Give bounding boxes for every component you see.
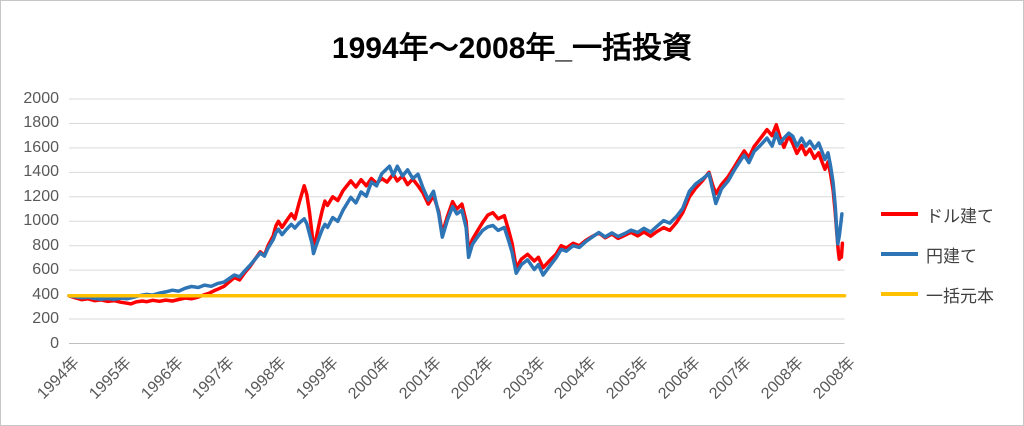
y-tick-label: 800 — [32, 236, 59, 254]
legend-label: 一括元本 — [926, 286, 994, 306]
y-tick-label: 1600 — [23, 138, 59, 156]
y-tick-label: 0 — [50, 334, 59, 352]
y-tick-label: 1400 — [23, 163, 59, 181]
legend-label: 円建て — [926, 246, 977, 266]
y-tick-label: 200 — [32, 310, 59, 328]
y-tick-label: 600 — [32, 261, 59, 279]
series-line-円建て — [67, 131, 844, 302]
legend-swatch — [881, 212, 918, 216]
y-tick-label: 1000 — [23, 212, 59, 230]
legend-swatch — [881, 252, 918, 256]
chart-legend: ドル建て円建て一括元本 — [881, 194, 994, 314]
legend-label: ドル建て — [926, 206, 994, 226]
legend-item: ドル建て — [881, 194, 994, 234]
y-tick-label: 400 — [32, 285, 59, 303]
series-line-ドル建て — [67, 122, 845, 306]
legend-item: 一括元本 — [881, 274, 994, 314]
y-tick-label: 2000 — [23, 90, 59, 107]
legend-item: 円建て — [881, 234, 994, 274]
y-tick-label: 1200 — [23, 187, 59, 205]
chart-title: 1994年～2008年_一括投資 — [331, 32, 693, 65]
y-tick-label: 1800 — [23, 114, 59, 132]
legend-swatch — [881, 292, 918, 296]
